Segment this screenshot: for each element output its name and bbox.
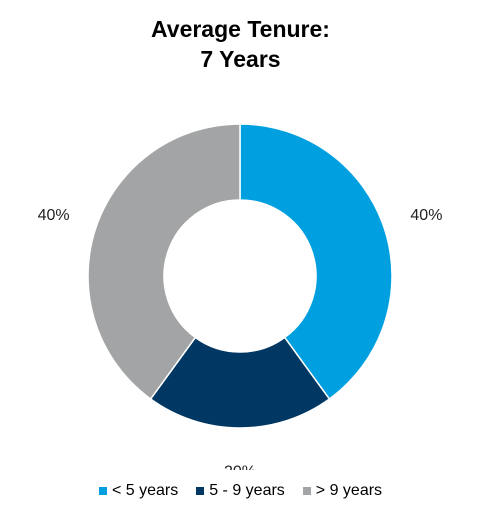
chart-title: Average Tenure: 7 Years [0,14,481,74]
legend-swatch-1 [196,487,205,495]
chart-title-line-2: 7 Years [200,46,281,72]
legend-label-1: 5 - 9 years [209,482,285,499]
legend-item-1: 5 - 9 years [196,482,285,500]
donut-slice-1 [149,336,331,429]
legend-swatch-2 [302,487,311,495]
legend-item-2: > 9 years [302,482,383,500]
legend-swatch-0 [98,487,107,495]
legend-label-2: > 9 years [315,482,383,499]
donut-chart: 40% 20% 40% [38,123,442,471]
data-label-0: 40% [410,207,442,224]
chart-legend: < 5 years 5 - 9 years > 9 years [0,482,481,500]
data-label-2: 40% [38,207,70,224]
data-label-1: 20% [224,464,256,471]
donut-slice-0 [239,123,393,401]
donut-slice-2 [87,123,241,401]
legend-label-0: < 5 years [111,482,179,499]
legend-item-0: < 5 years [98,482,179,500]
chart-title-line-1: Average Tenure: [151,16,330,42]
